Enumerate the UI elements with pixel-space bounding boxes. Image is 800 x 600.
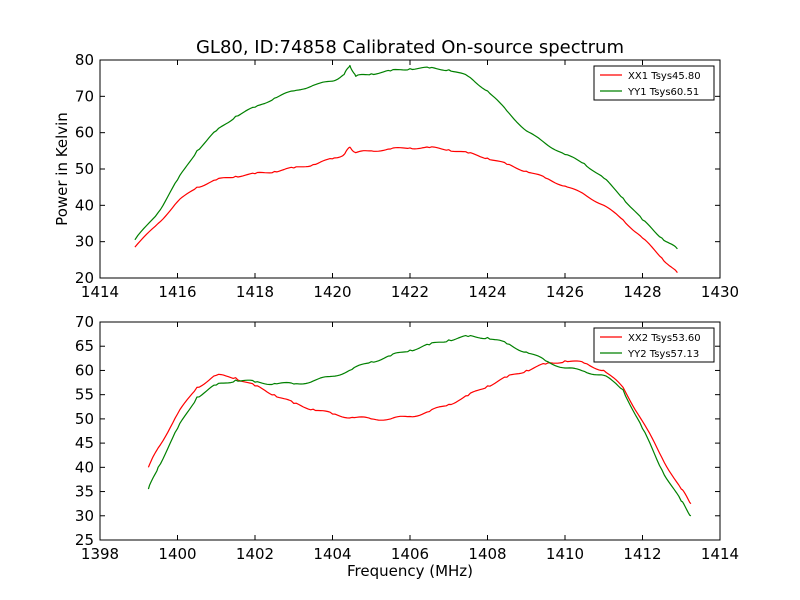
legend-box	[593, 65, 715, 101]
y-tick-label: 70	[75, 313, 94, 331]
y-tick-label: 50	[75, 410, 94, 428]
y-tick-label: 25	[75, 531, 94, 549]
x-tick-label: 1414	[81, 283, 119, 301]
x-tick-label: 1408	[468, 545, 506, 563]
legend-entry-label: XX2 Tsys53.60	[628, 333, 701, 344]
x-tick-label: 1420	[313, 283, 351, 301]
legend-entry-label: YY2 Tsys57.13	[627, 349, 699, 360]
x-tick-label: 1418	[236, 283, 274, 301]
y-tick-label: 30	[75, 507, 94, 525]
y-tick-label: 65	[75, 337, 94, 355]
x-tick-label: 1424	[468, 283, 506, 301]
y-axis-label: Power in Kelvin	[53, 112, 71, 226]
legend: XX2 Tsys53.60 YY2 Tsys57.13	[593, 327, 715, 363]
legend: XX1 Tsys45.80 YY1 Tsys60.51	[593, 65, 715, 101]
y-tick-label: 80	[75, 51, 94, 69]
legend-box	[593, 327, 715, 363]
x-tick-label: 1398	[81, 545, 119, 563]
x-tick-label: 1402	[236, 545, 274, 563]
x-tick-label: 1406	[391, 545, 429, 563]
y-tick-label: 45	[75, 434, 94, 452]
y-tick-label: 40	[75, 196, 94, 214]
y-tick-label: 55	[75, 386, 94, 404]
y-tick-label: 50	[75, 160, 94, 178]
legend-entry-label: YY1 Tsys60.51	[627, 87, 699, 98]
x-tick-label: 1410	[546, 545, 584, 563]
series-line-yy1	[134, 64, 678, 250]
y-tick-label: 60	[75, 124, 94, 142]
x-tick-label: 1428	[623, 283, 661, 301]
legend-entry-label: XX1 Tsys45.80	[628, 71, 701, 82]
y-tick-label: 30	[75, 233, 94, 251]
y-tick-label: 40	[75, 458, 94, 476]
series-line-xx1	[134, 146, 678, 273]
y-tick-label: 60	[75, 361, 94, 379]
bottom-spectrum-panel: 1398 1400 1402 1404 1406 1408 1410 1412 1414 25 30…	[75, 313, 739, 580]
x-tick-label: 1430	[701, 283, 739, 301]
x-tick-label: 1414	[701, 545, 739, 563]
y-tick-label: 20	[75, 269, 94, 287]
y-tick-label: 70	[75, 87, 94, 105]
x-tick-label: 1416	[158, 283, 196, 301]
x-tick-label: 1422	[391, 283, 429, 301]
series-line-yy2	[147, 335, 692, 517]
series-line-xx2	[147, 360, 692, 505]
figure-title: GL80, ID:74858 Calibrated On-source spec…	[196, 37, 624, 58]
x-tick-label: 1412	[623, 545, 661, 563]
x-axis-label: Frequency (MHz)	[347, 562, 473, 580]
y-tick-label: 35	[75, 483, 94, 501]
x-tick-label: 1400	[158, 545, 196, 563]
top-spectrum-panel: 1414 1416 1418 1420 1422 1424 1426 1428 1430 20 30…	[53, 51, 739, 301]
x-tick-label: 1426	[546, 283, 584, 301]
x-tick-label: 1404	[313, 545, 351, 563]
